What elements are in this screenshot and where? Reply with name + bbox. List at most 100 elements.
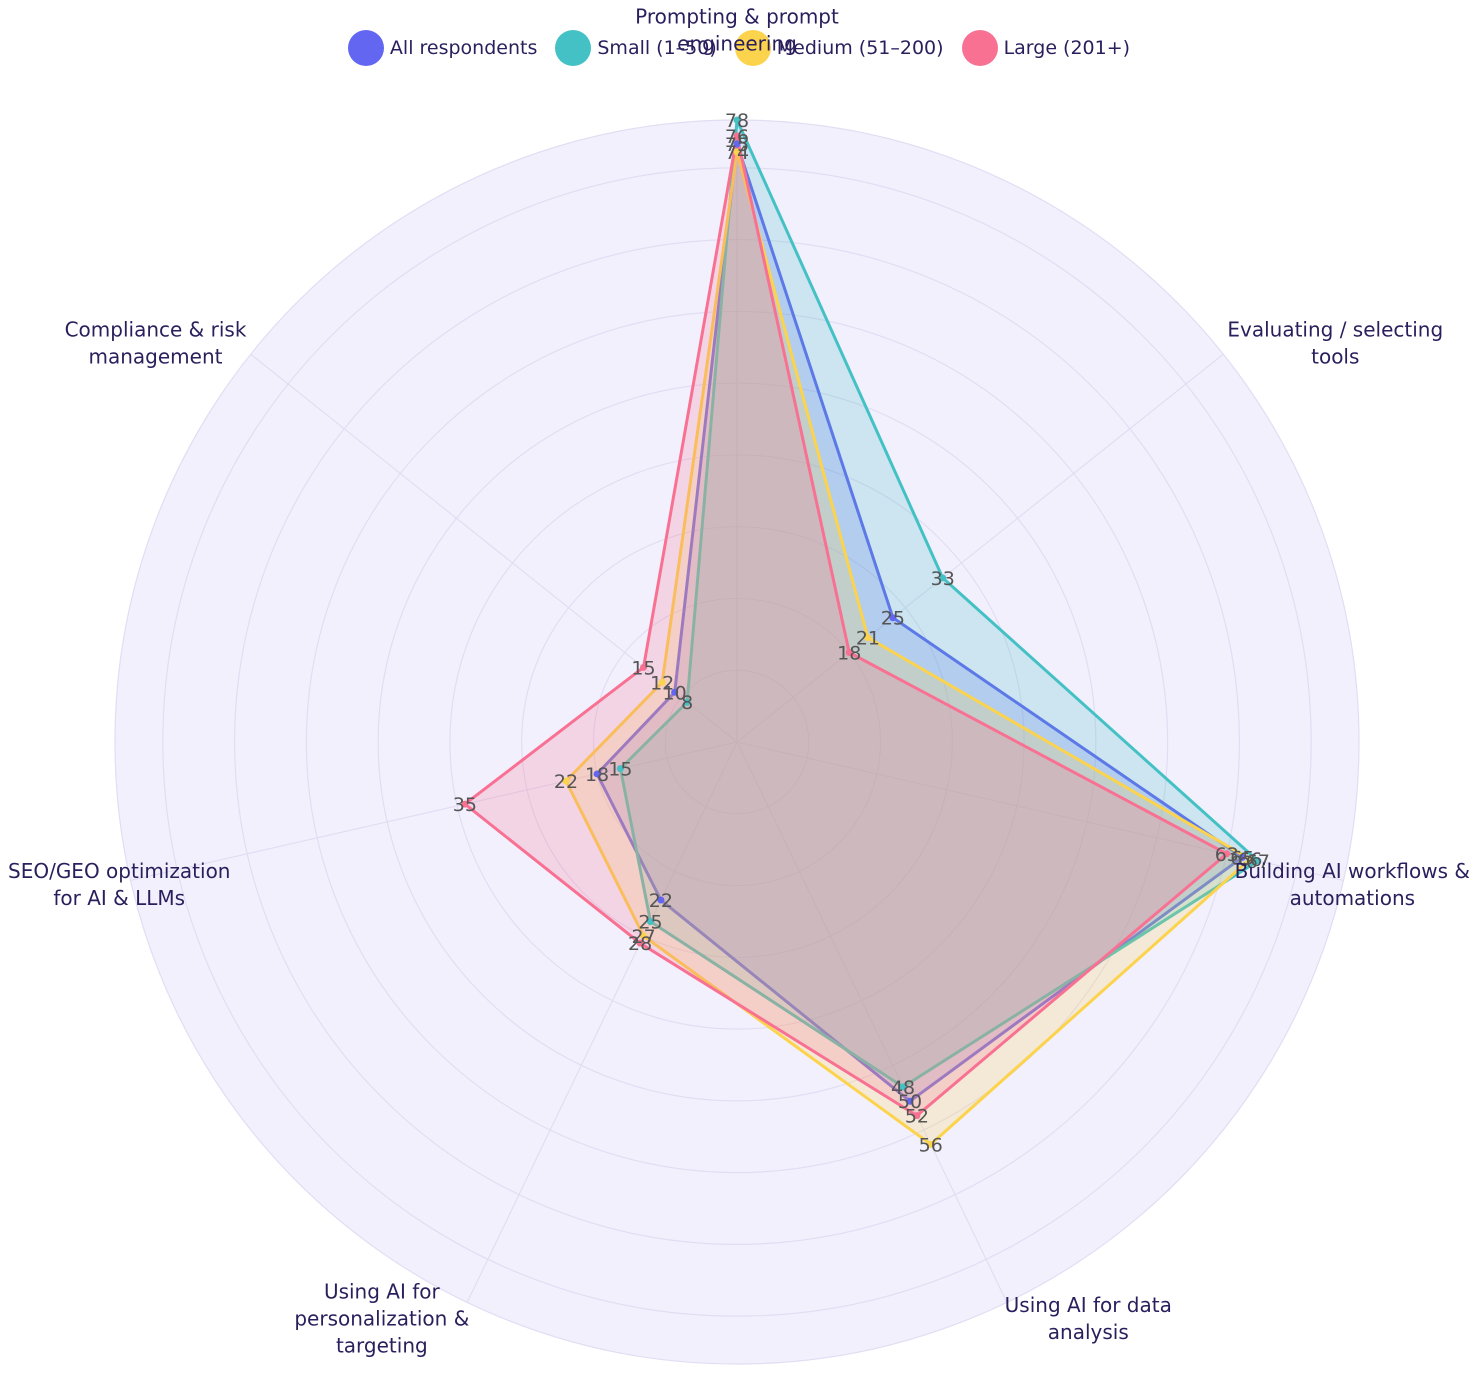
legend-item[interactable]: Large (201+)	[961, 30, 1131, 66]
data-point[interactable]	[733, 116, 741, 124]
data-point[interactable]	[939, 574, 947, 582]
data-point[interactable]	[658, 678, 666, 686]
legend-label: Large (201+)	[1003, 37, 1131, 59]
legend-swatch	[347, 30, 384, 66]
axis-label: Building AI workflows & automations	[1235, 859, 1470, 910]
grid-spoke	[250, 353, 738, 743]
data-point[interactable]	[927, 1140, 935, 1148]
data-label: 65	[1230, 847, 1254, 869]
legend-item[interactable]: Small (1–50)	[555, 30, 717, 66]
data-point[interactable]	[562, 777, 570, 785]
series-polygon[interactable]	[463, 134, 1229, 1118]
data-label: 25	[638, 912, 662, 934]
grid-spoke	[466, 741, 738, 1303]
data-point[interactable]	[1238, 853, 1246, 861]
data-point[interactable]	[845, 649, 853, 657]
series-polygon[interactable]	[564, 150, 1252, 1146]
data-label: 10	[663, 682, 687, 704]
data-label: 22	[554, 771, 578, 793]
data-label: 74	[725, 142, 749, 164]
data-point[interactable]	[913, 1112, 921, 1120]
axis-label: Using AI for personalization & targeting	[294, 1280, 469, 1358]
data-label: 50	[898, 1091, 922, 1113]
axis-label-line: personalization &	[294, 1307, 469, 1331]
axis-label: SEO/GEO optimization for AI & LLMs	[8, 859, 230, 910]
data-label: 8	[681, 692, 693, 714]
data-label: 66	[1238, 849, 1262, 871]
data-point[interactable]	[640, 932, 648, 940]
legend-item[interactable]: All respondents	[347, 30, 538, 66]
axis-label-line: Prompting & prompt	[635, 5, 839, 29]
polar-grid	[114, 119, 1360, 1365]
axis-label-line: Using AI for data	[1005, 1293, 1172, 1317]
data-point[interactable]	[639, 663, 647, 671]
legend-swatch	[555, 30, 592, 66]
data-point[interactable]	[1223, 850, 1231, 858]
data-label: 75	[725, 134, 749, 156]
series-polygon[interactable]	[595, 142, 1244, 1103]
value-labels: 75 25 65 50 22 18 10 78 33 67 48 25 15 8 74 21 66 56 27 22 1…	[453, 110, 1270, 1156]
axis-label-line: tools	[1311, 344, 1359, 368]
axis-label-line: Evaluating / selecting	[1227, 317, 1443, 341]
data-label: 56	[919, 1134, 943, 1156]
legend-swatch	[734, 30, 771, 66]
data-label: 35	[453, 794, 477, 816]
axis-label-line: SEO/GEO optimization	[8, 859, 230, 883]
data-point[interactable]	[899, 1083, 907, 1091]
legend-swatch	[961, 30, 998, 66]
data-label: 78	[725, 110, 749, 132]
data-point[interactable]	[636, 939, 644, 947]
legend-label: All respondents	[389, 37, 538, 59]
data-label: 18	[837, 643, 861, 665]
axis-label: Using AI for data analysis	[1005, 1293, 1172, 1344]
axis-label: Prompting & prompt engineering	[635, 5, 839, 56]
data-point[interactable]	[461, 800, 469, 808]
data-label: 15	[631, 657, 655, 679]
grid-spoke	[736, 353, 1224, 743]
data-label: 28	[628, 933, 652, 955]
data-label: 22	[649, 890, 673, 912]
data-point[interactable]	[1246, 855, 1254, 863]
legend-label: Small (1–50)	[597, 37, 717, 59]
data-point[interactable]	[889, 614, 897, 622]
data-point[interactable]	[657, 896, 665, 904]
data-label: 25	[881, 608, 905, 630]
axis-label-line: Compliance & risk	[65, 317, 247, 341]
data-label: 67	[1246, 851, 1270, 873]
data-point[interactable]	[1254, 857, 1262, 865]
data-label: 76	[725, 126, 749, 148]
legend-item[interactable]: Medium (51–200)	[734, 30, 944, 66]
axis-label-line: engineering	[677, 32, 797, 56]
data-point[interactable]	[733, 132, 741, 140]
data-label: 18	[585, 764, 609, 786]
data-label: 15	[608, 759, 632, 781]
data-point[interactable]	[616, 765, 624, 773]
axis-label: Evaluating / selecting tools	[1227, 317, 1443, 368]
axis-label-line: Using AI for	[324, 1280, 441, 1304]
data-point[interactable]	[671, 688, 679, 696]
series-layer	[461, 116, 1262, 1148]
data-label: 27	[631, 926, 655, 948]
data-label: 52	[905, 1106, 929, 1128]
axis-label-line: analysis	[1048, 1320, 1129, 1344]
series-polygon[interactable]	[618, 118, 1260, 1089]
axis-labels: Prompting & prompt engineering Evaluating …	[8, 5, 1470, 1358]
axis-label: Compliance & risk management	[65, 317, 247, 368]
data-label: 63	[1215, 844, 1239, 866]
data-point[interactable]	[733, 148, 741, 156]
axis-label-line: management	[89, 344, 223, 368]
legend: All respondents Small (1–50) Medium (51–20…	[0, 30, 1478, 66]
legend-label: Medium (51–200)	[776, 37, 944, 59]
data-point[interactable]	[647, 918, 655, 926]
axis-label-line: Building AI workflows &	[1235, 859, 1470, 883]
data-point[interactable]	[593, 770, 601, 778]
data-point[interactable]	[733, 140, 741, 148]
axis-label-line: for AI & LLMs	[53, 886, 185, 910]
data-point[interactable]	[683, 698, 691, 706]
axis-label-line: automations	[1290, 886, 1415, 910]
data-point[interactable]	[906, 1097, 914, 1105]
grid-spoke	[130, 741, 738, 881]
data-label: 33	[931, 568, 955, 590]
data-point[interactable]	[864, 634, 872, 642]
